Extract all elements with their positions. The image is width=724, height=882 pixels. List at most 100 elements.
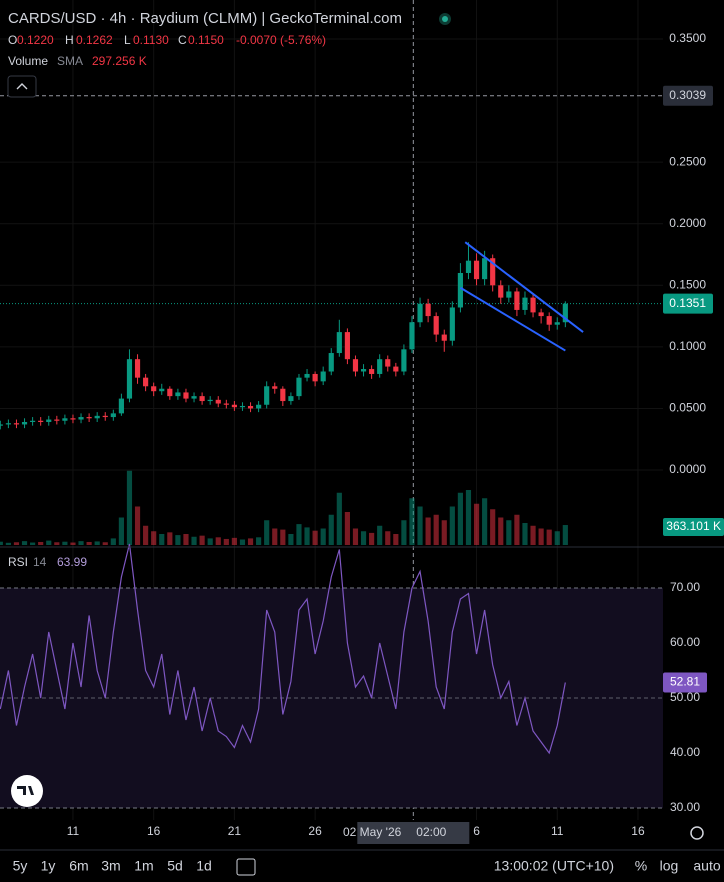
volume-bar (21, 541, 28, 545)
y-tick-label: 0.0500 (669, 401, 706, 415)
scale-option[interactable]: log (660, 858, 679, 874)
grid-layer (0, 0, 663, 820)
y-tick-label: 0.1500 (669, 277, 706, 291)
volume-bar (385, 531, 391, 545)
y-tick-label: 70.00 (670, 580, 700, 594)
candle-body (207, 399, 213, 402)
candle-body (498, 285, 504, 298)
volume-bar (70, 542, 76, 545)
volume-bar (0, 541, 3, 545)
x-tick-label: 16 (147, 824, 161, 838)
candle-body (264, 386, 270, 405)
y-tick-label: 40.00 (670, 745, 700, 759)
volume-bar (54, 542, 60, 545)
candle-body (167, 388, 173, 397)
candle-body (0, 424, 3, 426)
volume-bar (175, 535, 181, 545)
volume-bar (304, 527, 310, 545)
volume-bar (199, 535, 205, 545)
volume-bar (482, 498, 488, 545)
candle-body (13, 423, 20, 425)
volume-bar (5, 542, 11, 545)
volume-bar (86, 541, 92, 545)
volume-bar (409, 498, 415, 545)
candle-body (175, 392, 181, 397)
range-button[interactable]: 1m (134, 858, 153, 874)
settings-icon[interactable] (690, 826, 704, 840)
volume-bar (38, 541, 44, 545)
x-tick-label: 11 (67, 824, 80, 838)
candle-body (62, 418, 68, 421)
ohlc-value: 0.1150 (188, 33, 224, 47)
scale-option[interactable]: auto (693, 858, 720, 874)
volume-bar (78, 541, 84, 545)
candle-body (239, 405, 246, 408)
price-line-box (663, 85, 713, 106)
sma-label: SMA (57, 54, 83, 68)
y-tick-label: 0.2500 (669, 154, 706, 168)
rsi-value: 63.99 (57, 555, 87, 569)
candle-body (457, 272, 463, 308)
range-button[interactable]: 6m (69, 858, 88, 874)
candle-body (143, 377, 149, 387)
x-tick-label: 16 (631, 824, 645, 838)
candle-body (86, 417, 92, 419)
volume-bar (490, 509, 496, 545)
volume-bar (401, 520, 407, 545)
logo-glyph (17, 786, 34, 795)
ohlc-key: O (8, 33, 17, 47)
volume-bar (344, 512, 350, 545)
sma-value: 297.256 K (92, 54, 147, 68)
range-button[interactable]: 5y (13, 858, 28, 874)
volume-bar (320, 528, 326, 545)
volume-bar (465, 490, 472, 545)
candle-body (304, 373, 310, 378)
range-button[interactable]: 3m (101, 858, 120, 874)
candle-body (118, 398, 124, 414)
ui-layer: CARDS/USD · 4h · Raydium (CLMM) | GeckoT… (0, 10, 724, 876)
candle-body (296, 377, 302, 397)
scale-option[interactable]: % (635, 858, 647, 874)
volume-bar (62, 541, 68, 545)
candle-body (280, 388, 286, 402)
volume-bar (223, 538, 229, 545)
candle-body (482, 258, 488, 280)
volume-bar (102, 542, 108, 545)
candle-body (369, 369, 375, 374)
candle-body (134, 359, 141, 378)
x-tick-label: 11 (551, 824, 564, 838)
volume-bar (449, 506, 455, 545)
volume-bar (256, 537, 262, 545)
volume-bar (13, 542, 20, 545)
candle-body (360, 369, 367, 372)
volume-bar (360, 531, 367, 545)
y-tick-label: 50.00 (670, 690, 700, 704)
compare-icon[interactable] (236, 858, 256, 876)
candle-body (352, 359, 359, 372)
volume-bar (312, 530, 318, 545)
candle-body (94, 415, 100, 419)
rsi-label-box (663, 672, 707, 693)
volume-bar (264, 520, 270, 545)
candle-body (344, 332, 350, 360)
logo[interactable] (11, 775, 43, 807)
volume-bar (207, 538, 213, 545)
range-button[interactable]: 1y (41, 858, 56, 874)
candle-body (288, 396, 294, 402)
ohlc-change: -0.0070 (-5.76%) (236, 33, 326, 47)
range-button[interactable]: 5d (167, 858, 183, 874)
volume-bar (30, 542, 36, 545)
volume-bar (514, 514, 520, 545)
range-button[interactable]: 1d (196, 858, 212, 874)
candle-body (272, 386, 278, 389)
candle-body (126, 359, 133, 399)
collapse-button[interactable] (7, 75, 37, 98)
volume-bar (433, 514, 439, 545)
candle-body (473, 260, 480, 280)
status-dot (442, 16, 448, 22)
volume-bar (522, 523, 528, 545)
volume-label: 363.101 K (666, 519, 721, 533)
candle-body (377, 359, 383, 374)
candle-body (54, 419, 60, 421)
x-tick-label: 21 (228, 824, 242, 838)
